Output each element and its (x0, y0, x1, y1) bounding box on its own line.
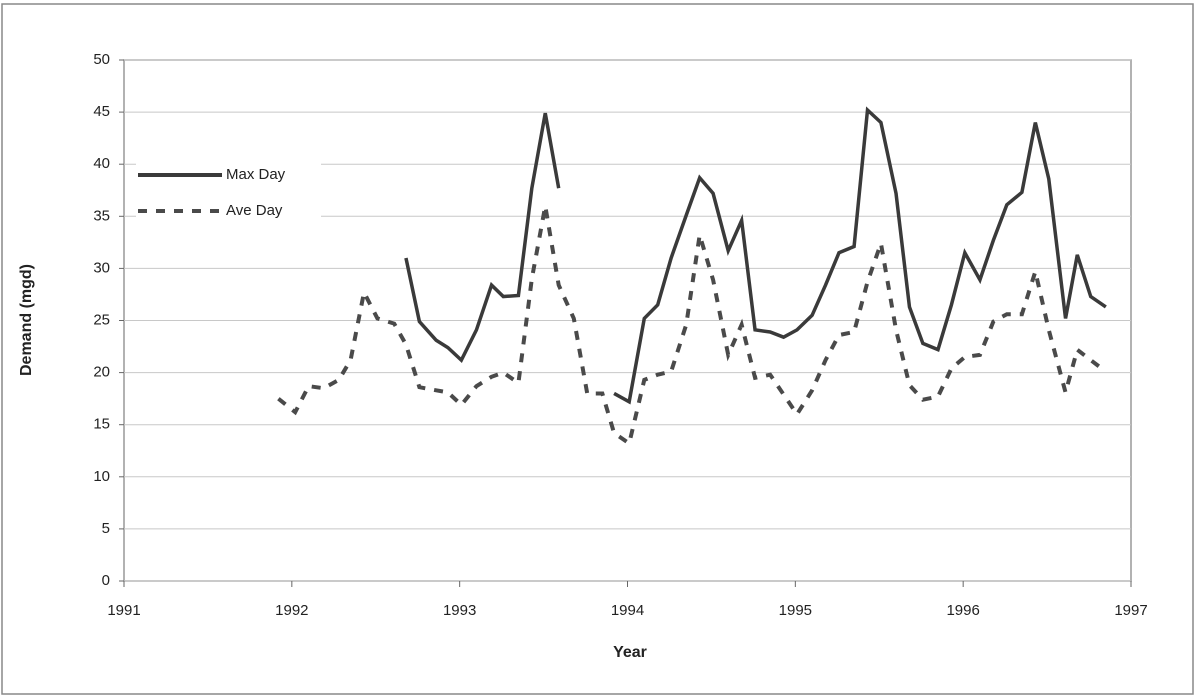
y-tick-label: 45 (93, 103, 110, 120)
y-tick-label: 5 (102, 520, 110, 537)
y-tick-label: 20 (93, 364, 110, 381)
y-axis-title: Demand (mgd) (18, 264, 35, 376)
x-tick-label: 1992 (275, 602, 308, 619)
data-line (277, 205, 1108, 447)
legend-label: Max Day (226, 166, 286, 183)
data-line (404, 106, 1107, 405)
y-tick-label: 40 (93, 155, 110, 172)
x-tick-label: 1996 (946, 602, 979, 619)
y-tick-label: 15 (93, 416, 110, 433)
x-tick-label: 1994 (611, 602, 644, 619)
y-tick-label: 0 (102, 572, 110, 589)
x-tick-label: 1993 (443, 602, 476, 619)
x-tick-label: 1991 (107, 602, 140, 619)
x-axis-title: Year (613, 644, 647, 661)
y-tick-label: 50 (93, 51, 110, 68)
legend (136, 155, 321, 225)
legend-label: Ave Day (226, 202, 283, 219)
x-tick-label: 1997 (1114, 602, 1147, 619)
y-tick-label: 25 (93, 311, 110, 328)
x-tick-label: 1995 (779, 602, 812, 619)
y-tick-label: 30 (93, 259, 110, 276)
y-tick-label: 10 (93, 468, 110, 485)
y-tick-label: 35 (93, 207, 110, 224)
